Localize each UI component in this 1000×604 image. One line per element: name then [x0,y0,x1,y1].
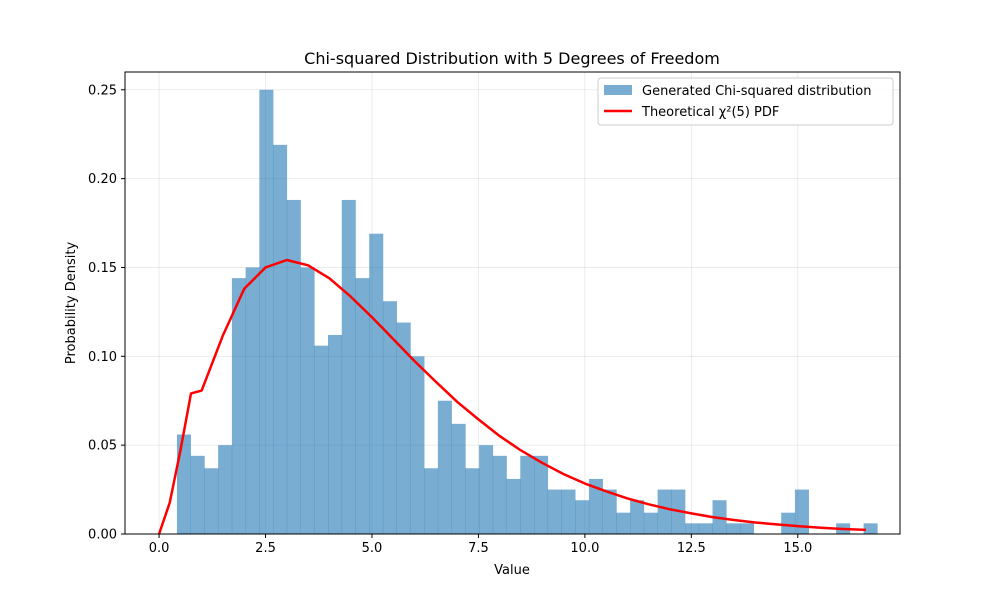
y-tick-label: 0.00 [88,528,117,543]
histogram-bar [643,512,658,534]
histogram-bar [794,489,809,534]
histogram-bar [396,322,411,534]
legend-box [597,77,894,126]
legend-swatch-histogram [604,85,632,95]
histogram-bar [506,478,521,534]
x-tick-label: 5.0 [362,541,383,556]
y-tick-label: 0.10 [88,350,117,365]
histogram-bar [259,89,274,535]
histogram-bar [739,523,755,534]
x-axis-label: Value [494,563,530,578]
y-axis-ticks: 0.00 0.05 0.10 0.15 0.20 0.25 [88,83,125,543]
legend-label-pdf: Theoretical χ²(5) PDF [641,105,779,120]
histogram-bar [616,512,631,534]
pdf-line [157,258,866,535]
histogram-bar [218,445,233,534]
histogram-bar [479,445,494,534]
histogram-bar [781,512,796,534]
histogram-bar [575,500,590,534]
histogram-bar [561,489,576,534]
histogram-bar [382,301,397,534]
y-tick-label: 0.15 [88,261,117,276]
y-axis-label: Probability Density [64,242,79,365]
histogram-bar [657,489,672,534]
histogram-bar [341,199,356,534]
histogram-bar [231,278,246,534]
histogram-bar [685,523,700,534]
plot-frame [124,71,901,535]
histogram-bar [355,278,370,534]
histogram-bar [726,523,741,534]
legend: Generated Chi-squared distribution Theor… [597,77,894,126]
histogram-bar [328,334,343,534]
y-tick-label: 0.25 [88,83,117,98]
histogram-bar [204,468,219,534]
histogram-bar [588,478,603,534]
histogram-bar [410,356,425,534]
x-tick-label: 7.5 [468,541,489,556]
x-tick-label: 12.5 [677,541,706,556]
histogram-bar [602,489,617,534]
chart-title: Chi-squared Distribution with 5 Degrees … [304,49,720,68]
pdf-line-layer [157,258,866,535]
histogram-bar [424,468,439,534]
histogram-bar [245,267,260,534]
x-tick-label: 0.0 [149,541,170,556]
histogram-bar [863,523,878,534]
legend-label-histogram: Generated Chi-squared distribution [642,84,871,99]
histogram-bar [547,489,562,534]
x-tick-label: 2.5 [255,541,276,556]
histogram-bar [300,267,315,534]
histogram-bar [176,434,191,534]
x-tick-label: 10.0 [570,541,599,556]
histogram-bar [273,144,288,534]
histogram-bar [286,199,301,534]
histogram-bar [520,455,535,534]
histogram-bar [492,455,507,534]
x-axis-ticks: 0.0 2.5 5.0 7.5 10.0 12.5 15.0 [149,534,812,556]
x-tick-label: 15.0 [783,541,812,556]
histogram-bar [369,233,384,534]
y-tick-label: 0.05 [88,439,117,454]
histogram-bars [176,89,878,535]
y-tick-label: 0.20 [88,172,117,187]
histogram-bar [314,345,329,534]
histogram-bar [630,500,645,534]
histogram-bar [451,423,466,534]
histogram-bar [437,400,452,534]
histogram-bar [190,455,205,534]
histogram-bar [534,455,549,534]
histogram-bar [465,468,480,534]
histogram-bar [698,523,713,534]
